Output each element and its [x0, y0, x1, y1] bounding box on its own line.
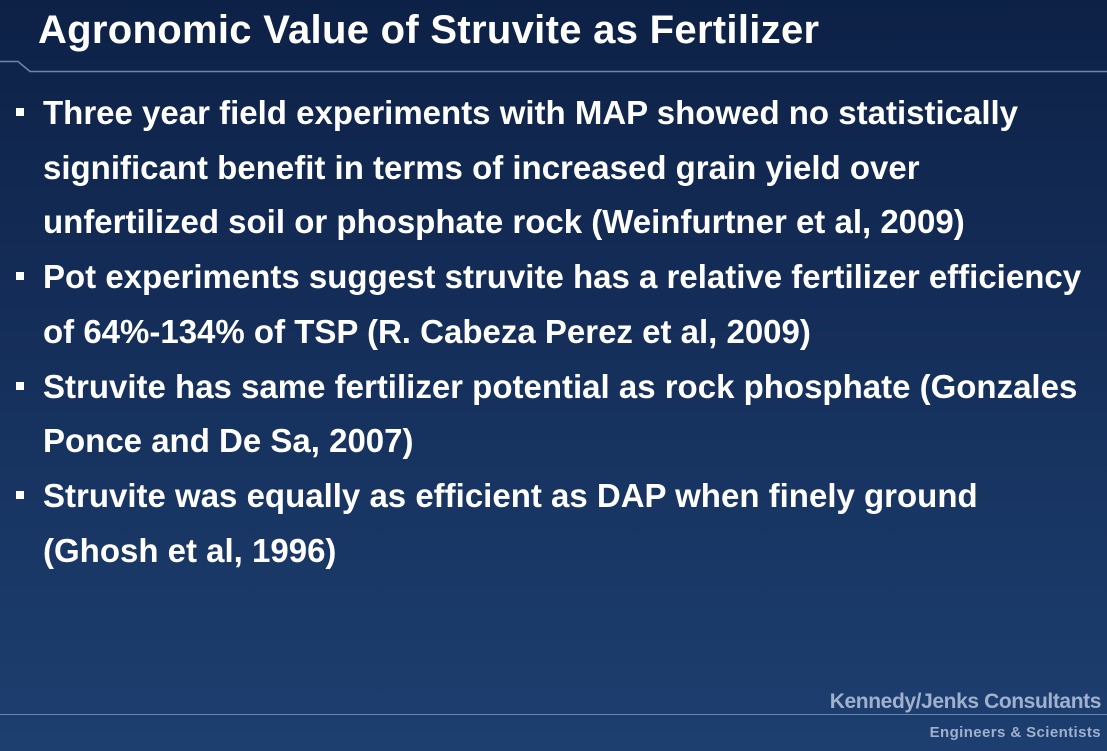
square-bullet-icon — [16, 108, 24, 116]
title-divider — [0, 60, 1107, 73]
logo-tagline: Engineers & Scientists — [929, 724, 1101, 741]
bullet-list: Three year field experiments with MAP sh… — [16, 86, 1101, 578]
bullet-text: Struvite has same fertilizer potential a… — [43, 367, 1078, 460]
square-bullet-icon — [16, 272, 24, 281]
bullet-item: Struvite has same fertilizer potential a… — [16, 360, 1101, 469]
bullet-text: Struvite was equally as efficient as DAP… — [43, 476, 978, 569]
logo-company-name: Kennedy/Jenks Consultants — [829, 690, 1102, 713]
bullet-item: Pot experiments suggest struvite has a r… — [16, 250, 1101, 359]
bullet-text: Pot experiments suggest struvite has a r… — [43, 258, 1082, 350]
square-bullet-icon — [16, 381, 24, 390]
slide-title: Agronomic Value of Struvite as Fertilize… — [38, 8, 820, 52]
bullet-text: Three year field experiments with MAP sh… — [43, 94, 1019, 241]
bullet-item: Three year field experiments with MAP sh… — [16, 86, 1101, 250]
footer-divider — [0, 714, 1107, 715]
company-logo: Kennedy/Jenks Consultants Engineers & Sc… — [829, 690, 1102, 748]
square-bullet-icon — [16, 490, 24, 499]
bullet-item: Struvite was equally as efficient as DAP… — [16, 469, 1101, 578]
